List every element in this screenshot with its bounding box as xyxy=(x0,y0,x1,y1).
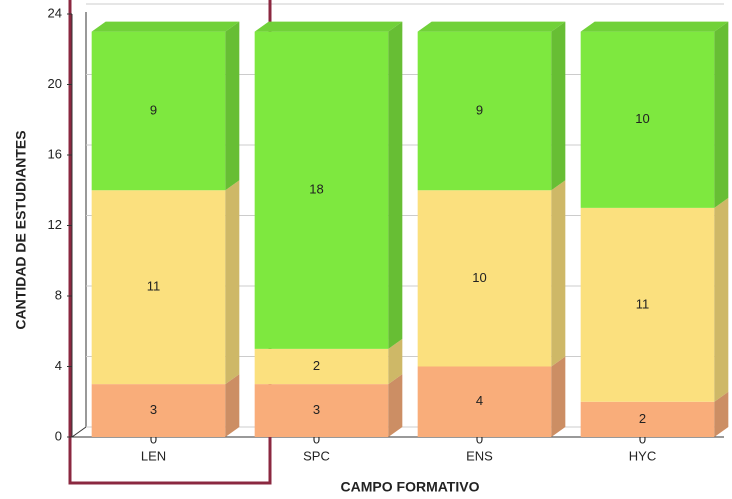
bar-segment xyxy=(91,190,226,385)
data-label: 0 xyxy=(639,431,646,446)
bar-side xyxy=(225,374,240,437)
y-tick-label: 12 xyxy=(48,217,62,232)
data-label: 10 xyxy=(472,270,486,285)
y-axis-title: CANTIDAD DE ESTUDIANTES xyxy=(13,130,29,329)
bar-side xyxy=(551,180,566,367)
data-label: 2 xyxy=(313,358,320,373)
x-tick-label: ENS xyxy=(466,448,493,463)
y-tick-label: 8 xyxy=(55,287,62,302)
x-tick-label: HYC xyxy=(629,448,656,463)
bar-side xyxy=(714,21,729,208)
bar-segment xyxy=(580,401,715,437)
data-label: 0 xyxy=(313,431,320,446)
data-label: 9 xyxy=(476,102,483,117)
y-tick-label: 16 xyxy=(48,146,62,161)
data-label: 3 xyxy=(150,402,157,417)
bar-segment xyxy=(254,384,389,437)
data-label: 11 xyxy=(636,296,650,311)
data-label: 18 xyxy=(309,182,323,197)
bar-side xyxy=(225,21,240,191)
bar-segment xyxy=(254,31,389,349)
data-label: 0 xyxy=(476,431,483,446)
x-tick-label: LEN xyxy=(141,448,166,463)
bar-side xyxy=(551,21,566,191)
bar-top xyxy=(580,21,729,32)
bar-segment xyxy=(580,207,715,402)
y-tick-label: 4 xyxy=(55,358,62,373)
bar-side xyxy=(551,356,566,437)
bar-side xyxy=(714,391,729,437)
bar-segment xyxy=(91,31,226,191)
y-tick-label: 0 xyxy=(55,428,62,443)
bar-side xyxy=(225,180,240,385)
bar-segment xyxy=(580,31,715,208)
bar-side xyxy=(388,21,403,349)
bar-segment xyxy=(417,190,552,367)
data-label: 4 xyxy=(476,393,483,408)
bar-side xyxy=(714,197,729,402)
x-axis-title: CAMPO FORMATIVO xyxy=(341,479,480,495)
bar-side xyxy=(388,338,403,385)
data-label: 2 xyxy=(639,411,646,426)
bar-segment xyxy=(417,366,552,437)
bar-segment xyxy=(417,31,552,191)
data-label: 3 xyxy=(313,402,320,417)
bar-top xyxy=(254,21,403,32)
data-label: 11 xyxy=(147,279,161,294)
floor-edge xyxy=(71,426,87,438)
data-label: 10 xyxy=(635,111,649,126)
bar-segment xyxy=(254,348,389,385)
y-tick-label: 24 xyxy=(48,5,62,20)
bar-top xyxy=(417,21,566,32)
bar-top xyxy=(91,21,240,32)
data-label: 9 xyxy=(150,102,157,117)
x-tick-label: SPC xyxy=(303,448,330,463)
bar-segment xyxy=(91,384,226,437)
data-label: 0 xyxy=(150,431,157,446)
y-tick-label: 20 xyxy=(48,76,62,91)
bar-side xyxy=(388,374,403,437)
